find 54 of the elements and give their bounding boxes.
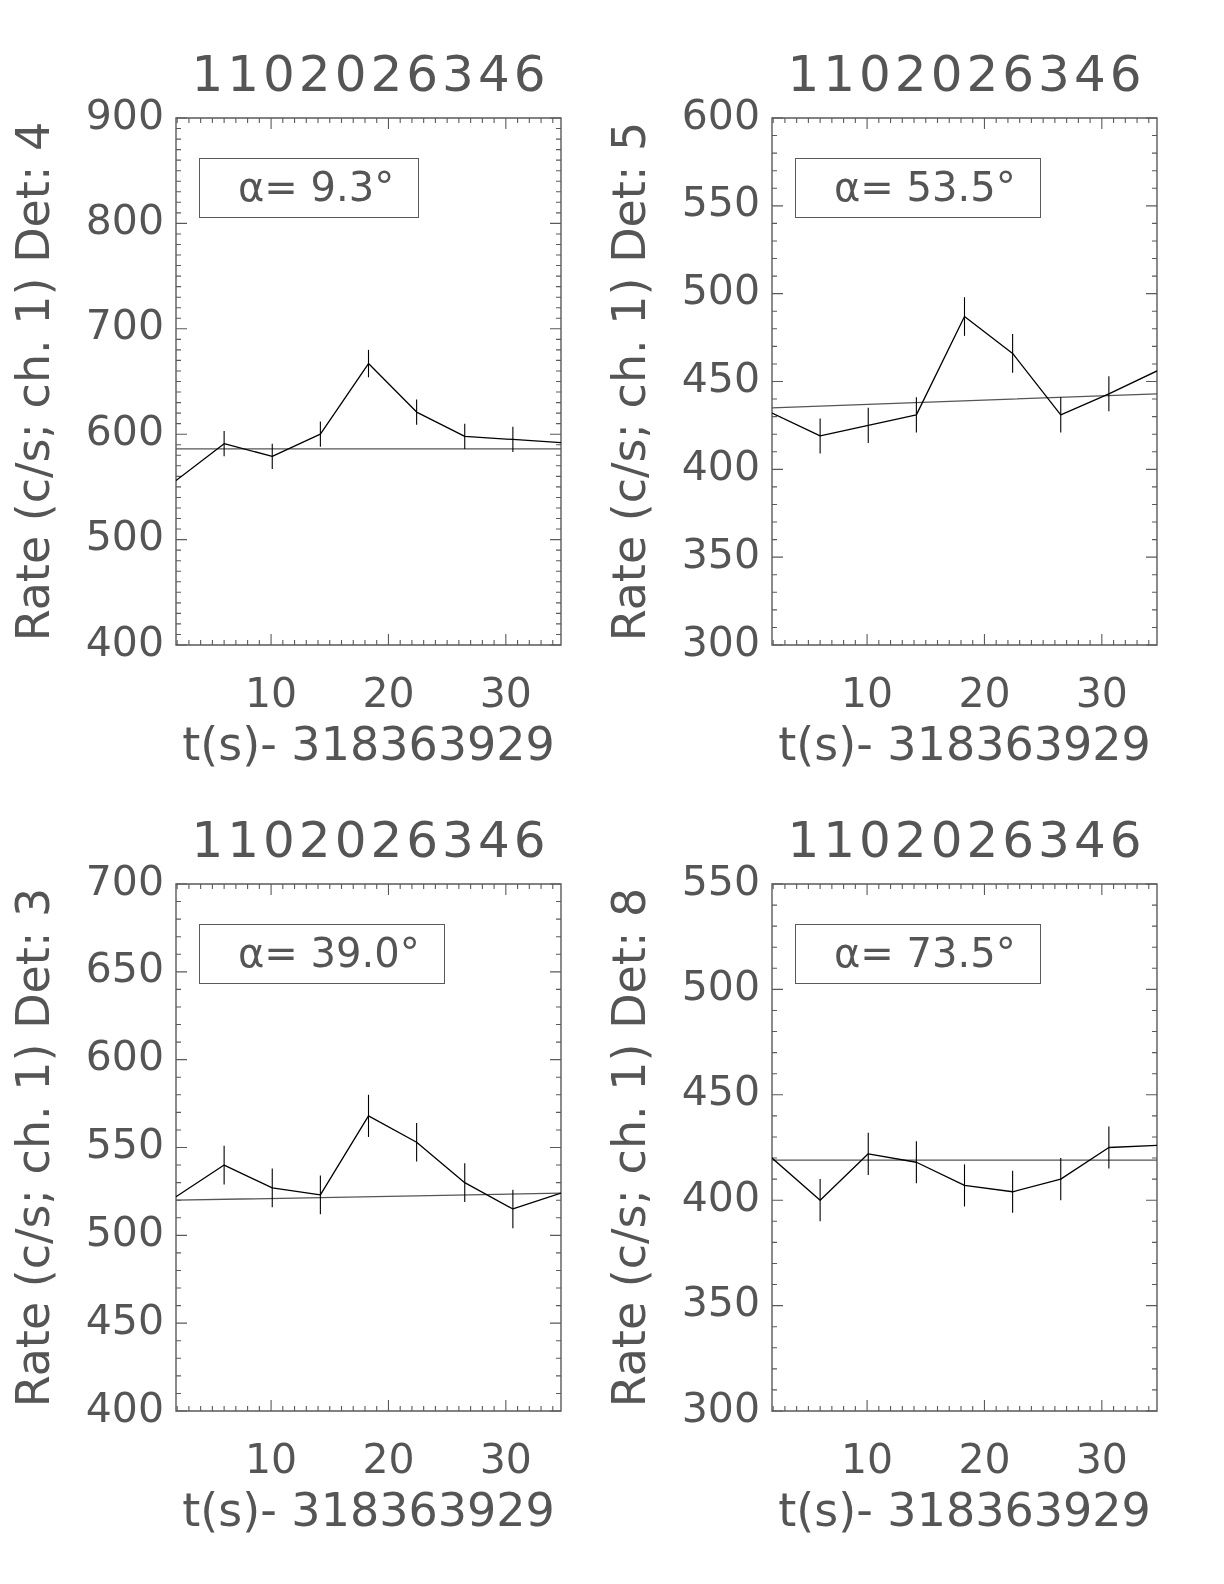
y-tick-label: 300 [681, 617, 760, 666]
y-tick-label: 600 [681, 90, 760, 139]
y-tick-label: 350 [681, 1278, 760, 1327]
y-tick-label: 600 [85, 406, 164, 455]
y-tick-label: 500 [85, 512, 164, 561]
y-tick-label: 450 [681, 1067, 760, 1116]
y-axis-title: Rate (c/s; ch. 1) Det: 5 [601, 121, 656, 642]
x-tick-label: 20 [362, 669, 415, 718]
y-tick-label: 400 [681, 441, 760, 490]
x-tick-label: 10 [840, 1435, 894, 1484]
y-tick-label: 450 [681, 354, 760, 403]
y-tick-label: 550 [681, 856, 760, 905]
x-axis-title: t(s)- 318363929 [778, 1483, 1151, 1538]
y-tick-label: 400 [85, 617, 164, 666]
y-axis-title: Rate (c/s; ch. 1) Det: 4 [5, 121, 60, 642]
y-tick-label: 400 [681, 1172, 760, 1221]
chart-title: 1102026346 [191, 44, 550, 103]
y-tick-label: 700 [85, 856, 164, 905]
annotation: α= 39.0° [199, 924, 445, 984]
annotation: α= 53.5° [795, 158, 1041, 218]
y-tick-label: 550 [681, 178, 760, 227]
x-axis-title: t(s)- 318363929 [182, 1483, 555, 1538]
y-tick-label: 400 [85, 1383, 164, 1432]
y-axis-title: Rate (c/s; ch. 1) Det: 8 [601, 887, 656, 1408]
y-tick-label: 500 [681, 962, 760, 1011]
annotation: α= 9.3° [199, 158, 420, 218]
y-tick-label: 550 [85, 1120, 164, 1169]
x-tick-label: 30 [479, 669, 532, 718]
y-tick-label: 650 [85, 944, 164, 993]
x-axis-title: t(s)- 318363929 [182, 717, 555, 772]
x-tick-label: 10 [244, 669, 298, 718]
x-tick-label: 30 [1075, 1435, 1128, 1484]
annotation: α= 73.5° [795, 924, 1041, 984]
y-axis-title: Rate (c/s; ch. 1) Det: 3 [5, 887, 60, 1408]
y-tick-label: 450 [85, 1295, 164, 1344]
y-tick-label: 500 [681, 266, 760, 315]
x-axis-title: t(s)- 318363929 [778, 717, 1151, 772]
x-tick-label: 20 [958, 1435, 1011, 1484]
y-tick-label: 900 [85, 90, 164, 139]
chart-title: 1102026346 [787, 810, 1146, 869]
x-tick-label: 20 [958, 669, 1011, 718]
x-tick-label: 10 [244, 1435, 298, 1484]
x-tick-label: 20 [362, 1435, 415, 1484]
chart-title: 1102026346 [787, 44, 1146, 103]
y-tick-label: 800 [85, 196, 164, 245]
y-tick-label: 500 [85, 1207, 164, 1256]
y-tick-label: 300 [681, 1383, 760, 1432]
x-tick-label: 30 [1075, 669, 1128, 718]
y-tick-label: 700 [85, 301, 164, 350]
y-tick-label: 350 [681, 529, 760, 578]
chart-title: 1102026346 [191, 810, 550, 869]
x-tick-label: 30 [479, 1435, 532, 1484]
y-tick-label: 600 [85, 1032, 164, 1081]
x-tick-label: 10 [840, 669, 894, 718]
